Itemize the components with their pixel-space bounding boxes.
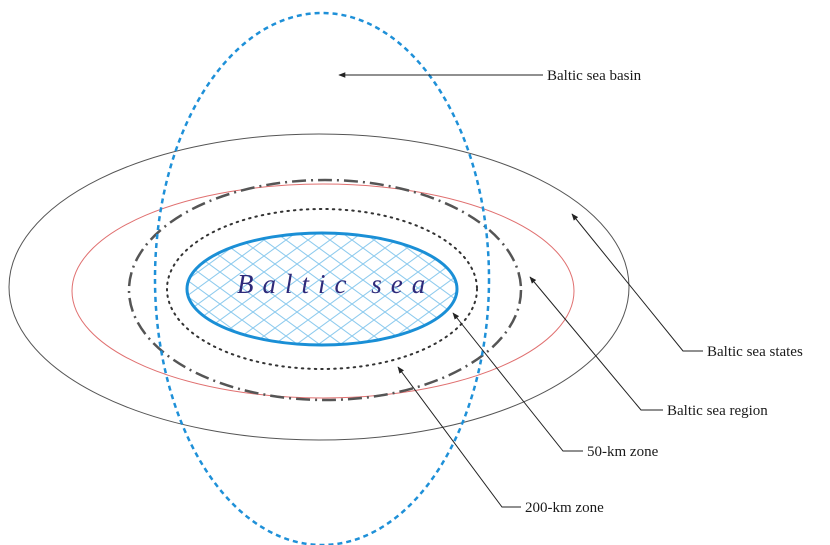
baltic-sea-ellipse <box>185 231 459 347</box>
zone-200km-label: 200-km zone <box>525 500 604 516</box>
states-leader-line <box>571 213 703 352</box>
baltic-sea-basin-ellipse <box>153 11 491 545</box>
baltic-sea-label: Baltic sea <box>237 269 434 299</box>
region-leader-line <box>529 276 663 411</box>
zone-50km-ellipse <box>166 208 478 370</box>
region-label: Baltic sea region <box>667 403 768 419</box>
zone-200km-leader-line <box>397 366 521 508</box>
zone-50km-label: 50-km zone <box>587 444 659 460</box>
baltic-sea-states-ellipse <box>8 133 630 441</box>
zone-50km-leader-line <box>452 312 583 452</box>
zone-200km-ellipse <box>127 178 523 402</box>
basin-label: Baltic sea basin <box>547 68 642 84</box>
baltic-sea-region-ellipse <box>71 183 575 399</box>
states-label: Baltic sea states <box>707 344 803 360</box>
